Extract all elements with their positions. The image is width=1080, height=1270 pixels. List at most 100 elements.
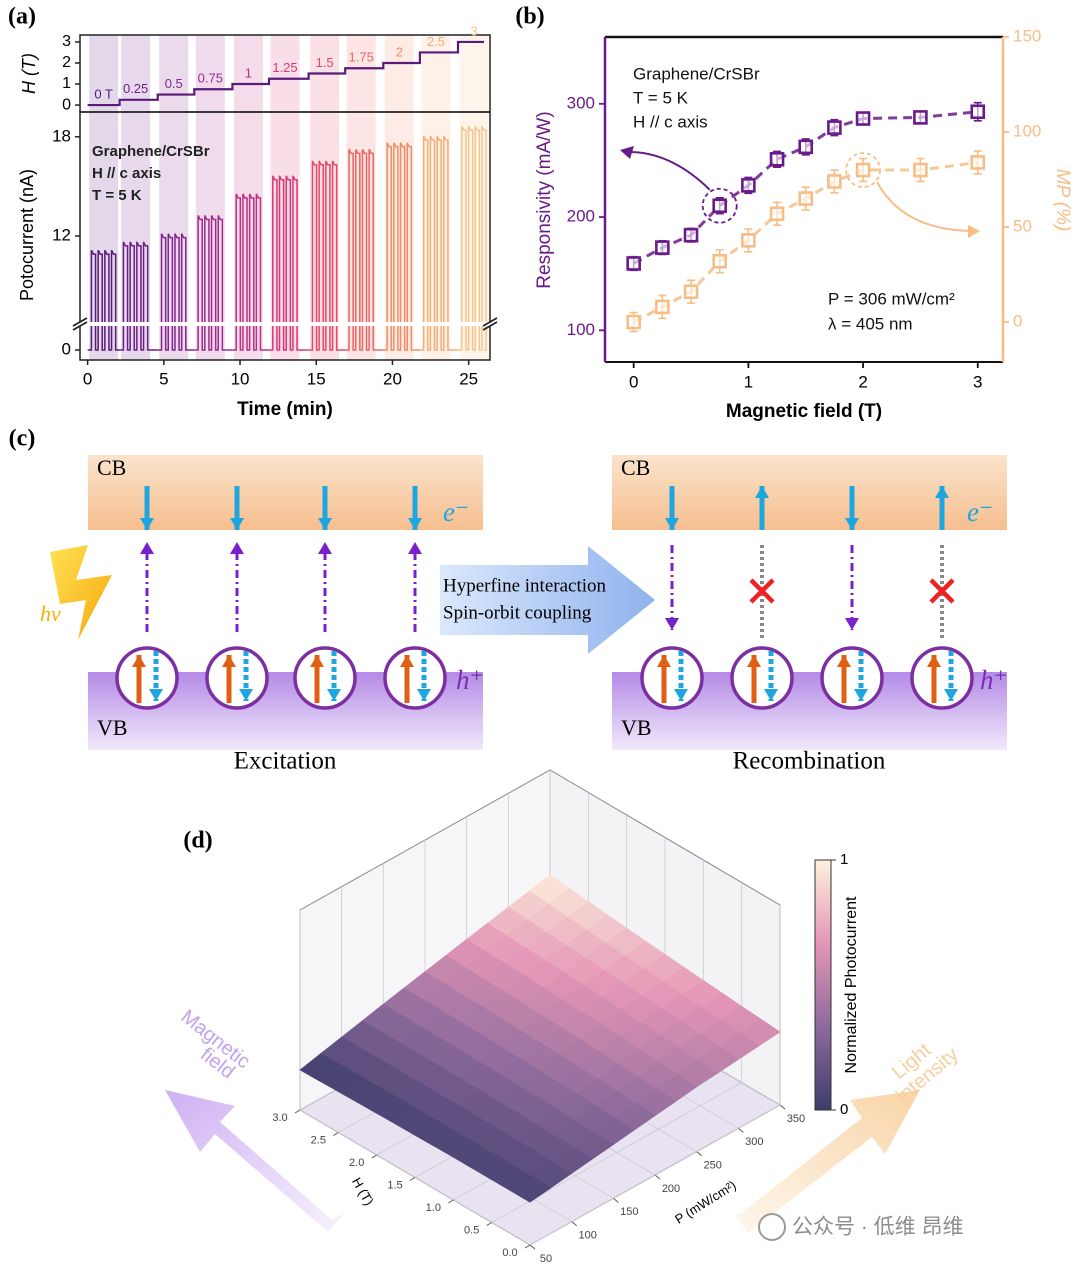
caption: Excitation: [234, 748, 337, 775]
process-arrow: [440, 546, 655, 654]
y-axis-label: Potocurrent (nA): [17, 169, 37, 301]
panel-label: (d): [183, 828, 212, 854]
x-tick-label: 10: [231, 369, 250, 388]
band-label: CB: [97, 455, 126, 480]
x-tick-label: 15: [307, 369, 326, 388]
photocurrent-pulses: [308, 160, 346, 351]
illumination-band: [89, 35, 119, 360]
spin-up-head: [132, 655, 146, 667]
marker: [769, 206, 785, 222]
step-value-label: 1: [245, 65, 252, 80]
step-value-label: 1.25: [272, 60, 297, 75]
photocurrent-pulses: [345, 149, 384, 351]
hole-circle: [640, 646, 704, 710]
x-tick: [779, 1104, 786, 1110]
y2-tick-label: 0: [1013, 312, 1022, 331]
x-axis-label: Magnetic field (T): [726, 401, 882, 422]
marker: [970, 155, 986, 170]
y-axis-label: H (T): [19, 53, 39, 94]
step-value-label: 0.75: [198, 71, 223, 86]
y-tick-label: 0: [62, 96, 71, 113]
y-tick: [333, 1132, 339, 1136]
spin-up-head: [837, 655, 851, 667]
y-tick-label: 2: [62, 54, 71, 71]
process-label: Spin-orbit coupling: [443, 602, 592, 623]
annotation: H // c axis: [633, 112, 708, 131]
x-tick: [654, 1174, 661, 1180]
field-step-line: [87, 40, 484, 107]
y-tick: [409, 1177, 416, 1181]
y-tick-label: 100: [567, 320, 595, 339]
annotation: λ = 405 nm: [828, 314, 913, 333]
marker: [769, 151, 785, 167]
spin-up-head: [310, 655, 324, 667]
x-tick-label: 0: [629, 372, 638, 391]
photocurrent-pulses: [232, 193, 269, 351]
forbidden-cross: [749, 578, 775, 604]
y-tick-label: 300: [567, 93, 595, 112]
marker: [712, 253, 727, 269]
step-value-label: 0.5: [165, 76, 183, 91]
marker: [970, 104, 986, 120]
hole-circle: [205, 646, 269, 710]
electron-spin-head: [665, 518, 679, 530]
magnetic-arrow: [165, 1090, 345, 1232]
spin-up-head: [222, 655, 236, 667]
annotation: T = 5 K: [92, 187, 142, 204]
illumination-band: [270, 35, 300, 360]
trend-line: [632, 110, 978, 265]
hole-circle: [383, 646, 447, 710]
forbidden-cross: [929, 578, 955, 604]
annotation: T = 5 K: [633, 88, 689, 107]
electron-spin-head: [140, 518, 154, 530]
panel-label: (c): [9, 426, 36, 452]
marker: [626, 314, 641, 330]
step-value-label: 2.5: [427, 34, 445, 49]
electron-spin-head: [408, 518, 422, 530]
spin-down-head: [149, 689, 163, 701]
marker: [712, 198, 727, 214]
step-value-label: 0 T: [94, 86, 113, 101]
y-tick-label: 1.5: [387, 1179, 402, 1191]
spin-down-head: [764, 689, 778, 701]
x-tick-label: 0: [83, 369, 92, 388]
photon-label: hν: [40, 601, 61, 626]
x-tick: [529, 1244, 536, 1250]
y2-tick-label: 50: [1013, 217, 1032, 236]
axis-break-mark: [72, 321, 88, 331]
x-tick-label: 20: [383, 369, 402, 388]
marker: [798, 191, 814, 206]
illumination-band: [121, 35, 151, 360]
excitation-arrow-head: [408, 542, 422, 554]
y-tick-label: 200: [567, 207, 595, 226]
watermark-icon: [758, 1213, 786, 1241]
x-tick-label: 1: [744, 372, 753, 391]
x-tick-label: 300: [745, 1136, 763, 1148]
panel-label: (a): [8, 4, 36, 30]
pointer-arrow-head: [620, 146, 634, 159]
photocurrent-pulses: [457, 125, 487, 351]
band-label: CB: [621, 455, 650, 480]
excitation-arrow-head: [140, 542, 154, 554]
x-tick: [738, 1127, 744, 1133]
y-tick-label: 2.5: [311, 1134, 326, 1146]
x-tick: [613, 1197, 619, 1203]
x-tick-label: 25: [459, 369, 478, 388]
illumination-band: [421, 35, 451, 360]
pointer-arrow-head: [968, 225, 980, 238]
photocurrent-pulses: [87, 249, 120, 351]
marker: [913, 162, 928, 178]
y-tick-label: 12: [52, 226, 71, 245]
illumination-band: [310, 35, 340, 360]
marker: [683, 284, 699, 299]
spin-up-head: [927, 655, 941, 667]
marker: [741, 178, 756, 193]
y-tick-label: 1: [62, 75, 71, 92]
process-label: Hyperfine interaction: [443, 575, 607, 596]
y-tick: [486, 1222, 492, 1226]
band-label: VB: [97, 715, 128, 740]
pointer-arrow: [625, 150, 711, 191]
spin-down-head: [944, 689, 958, 701]
hole-label: h⁺: [980, 665, 1008, 695]
